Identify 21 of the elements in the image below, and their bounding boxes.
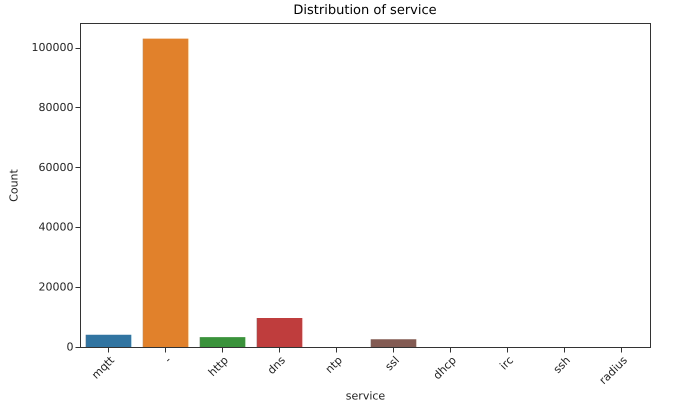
y-tick-label: 100000 xyxy=(32,41,74,54)
y-tick-label: 60000 xyxy=(38,160,74,174)
y-tick-label: 20000 xyxy=(38,280,74,294)
bar xyxy=(256,318,302,347)
bar xyxy=(370,339,416,347)
x-tick-label: irc xyxy=(497,354,516,372)
y-tick-label: 40000 xyxy=(38,220,74,234)
x-tick-label: ssl xyxy=(382,354,402,374)
bar xyxy=(200,337,246,347)
bar xyxy=(142,38,188,347)
y-axis-title: Count xyxy=(8,168,21,202)
x-tick-label: dns xyxy=(264,354,288,377)
y-tick-label: 0 xyxy=(66,340,74,354)
x-tick-label: http xyxy=(206,354,231,379)
y-tick-label: 80000 xyxy=(38,100,74,114)
x-axis-title: service xyxy=(346,389,386,402)
x-tick-label: ssh xyxy=(550,354,574,376)
chart-title: Distribution of service xyxy=(293,3,437,18)
bar xyxy=(86,334,132,347)
x-tick-label: ntp xyxy=(322,354,345,376)
x-tick-label: - xyxy=(162,354,174,366)
